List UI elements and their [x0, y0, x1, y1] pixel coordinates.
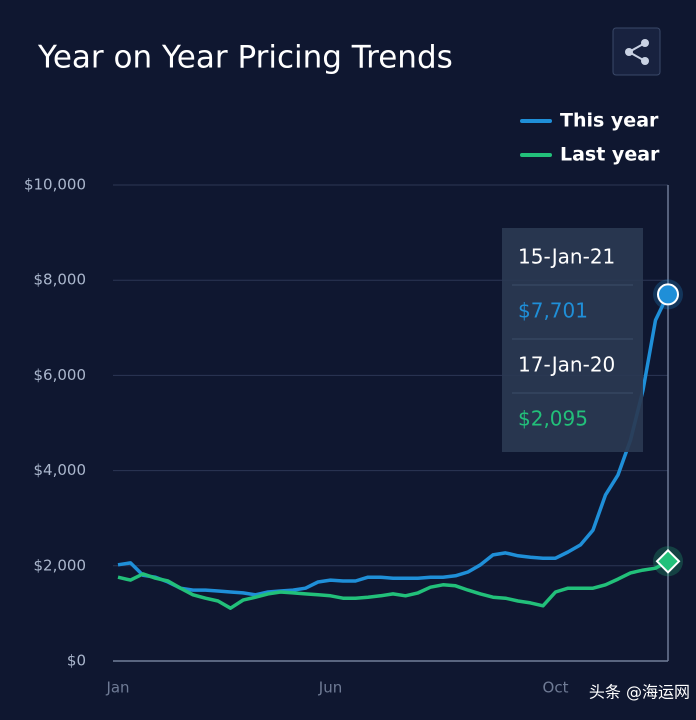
y-tick-label: $6,000: [34, 366, 87, 384]
x-tick-label: Jan: [105, 679, 129, 697]
end-marker: [657, 283, 679, 306]
y-tick-label: $10,000: [24, 176, 86, 194]
tooltip-date: 15-Jan-21: [518, 245, 615, 269]
plot: $0 $2,000 $4,000 $6,000 $8,000 $10,000 Jan Jun O…: [24, 110, 690, 702]
tooltip-value: $2,095: [518, 407, 588, 431]
share-icon: [626, 42, 646, 62]
series-line: [117, 559, 669, 610]
tooltip-date: 17-Jan-20: [518, 353, 615, 377]
tooltip-box: [502, 228, 643, 452]
legend-label: This year: [560, 110, 659, 132]
y-tick-label: $8,000: [34, 271, 87, 289]
end-marker: [655, 548, 681, 574]
watermark: 头条 @海运网: [589, 683, 690, 702]
share-button[interactable]: [612, 27, 661, 76]
chart-title: Year on Year Pricing Trends: [37, 40, 453, 76]
x-tick-label: Oct: [543, 679, 569, 697]
share-button-frame[interactable]: [612, 27, 661, 76]
tooltip-value: $7,701: [518, 299, 588, 323]
y-tick-label: $2,000: [34, 556, 87, 574]
series-line: [117, 293, 670, 597]
y-tick-label: $0: [67, 652, 86, 670]
y-tick-label: $4,000: [34, 461, 87, 479]
legend-label: Last year: [560, 144, 660, 166]
x-tick-label: Jun: [318, 679, 342, 697]
